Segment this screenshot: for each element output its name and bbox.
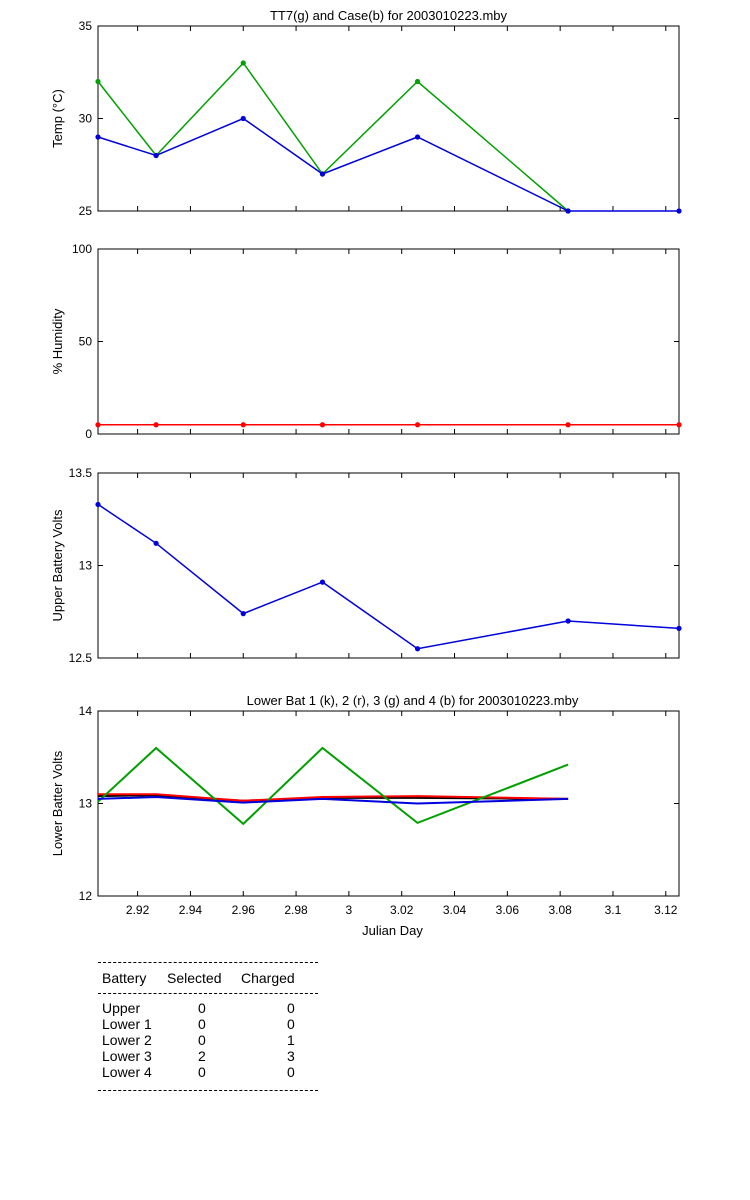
series-line [97, 503, 680, 650]
charged-value: 3 [287, 1048, 295, 1064]
y-tick-label: 50 [79, 335, 93, 349]
data-point [319, 579, 326, 585]
battery-name: Lower 1 [102, 1016, 152, 1032]
x-tick-label: 2.98 [284, 903, 308, 917]
selected-value: 2 [198, 1048, 206, 1064]
x-tick-label: 3.12 [654, 903, 678, 917]
y-tick-label: 14 [79, 704, 93, 718]
selected-value: 0 [198, 1000, 206, 1016]
data-point [676, 422, 682, 428]
series-line [97, 61, 569, 212]
x-axis-label: Julian Day [362, 923, 423, 938]
y-axis-label: Upper Battery Volts [50, 509, 65, 621]
y-tick-label: 13.5 [69, 466, 93, 480]
battery-name: Lower 2 [102, 1032, 152, 1048]
data-point [95, 422, 101, 428]
y-axis-label: Temp (°C) [50, 89, 65, 148]
data-point [414, 422, 421, 428]
data-point [676, 625, 682, 632]
table-header-rule [98, 993, 318, 994]
charged-value: 0 [287, 1000, 295, 1016]
data-point [565, 208, 571, 214]
x-tick-label: 3.08 [548, 903, 572, 917]
data-point [319, 422, 326, 428]
charged-value: 0 [287, 1064, 295, 1080]
table-row: Lower 2 0 1 [98, 1032, 318, 1048]
table-top-rule [98, 962, 318, 963]
y-tick-label: 0 [85, 427, 92, 441]
table-body: Upper 0 0 Lower 1 0 0 Lower 2 0 1 Lower … [98, 994, 318, 1090]
data-point [414, 134, 421, 140]
charged-value: 1 [287, 1032, 295, 1048]
battery-status-table: Battery Selected Charged Upper 0 0 Lower… [98, 962, 318, 1091]
data-point [414, 78, 421, 85]
data-point [240, 115, 246, 122]
x-tick-label: 2.92 [126, 903, 150, 917]
x-tick-label: 3.04 [443, 903, 467, 917]
data-point [676, 208, 682, 214]
x-tick-label: 3.06 [496, 903, 520, 917]
y-axis-label: Lower Batter Volts [50, 750, 65, 856]
y-tick-label: 30 [79, 112, 93, 126]
data-point [153, 540, 159, 546]
data-point [240, 422, 246, 428]
selected-value: 0 [198, 1032, 206, 1048]
table-row: Lower 3 2 3 [98, 1048, 318, 1064]
y-tick-label: 12.5 [69, 651, 93, 665]
y-axis-label: % Humidity [50, 308, 65, 374]
data-point [153, 422, 159, 428]
series-line [98, 793, 569, 802]
data-point [565, 422, 571, 428]
series-line [97, 117, 679, 212]
header-charged: Charged [241, 970, 295, 986]
header-selected: Selected [167, 970, 222, 986]
plot-frame [97, 25, 680, 212]
table-header-row: Battery Selected Charged [98, 963, 318, 993]
plot-frame [97, 472, 680, 659]
x-tick-label: 3 [346, 903, 353, 917]
series-line [97, 795, 569, 805]
plot-frame [97, 710, 680, 897]
x-tick-label: 2.96 [232, 903, 256, 917]
chart-title: TT7(g) and Case(b) for 2003010223.mby [270, 8, 508, 23]
chart-title: Lower Bat 1 (k), 2 (r), 3 (g) and 4 (b) … [247, 693, 579, 708]
data-point [240, 60, 246, 66]
data-point [95, 134, 101, 140]
table-bottom-rule [98, 1090, 318, 1091]
series-line [97, 746, 569, 826]
selected-value: 0 [198, 1016, 206, 1032]
y-tick-label: 25 [79, 204, 93, 218]
data-point [95, 501, 101, 508]
data-point [95, 78, 101, 85]
data-point [565, 618, 571, 624]
data-point [153, 152, 159, 159]
data-point [240, 611, 246, 617]
x-tick-label: 2.94 [179, 903, 203, 917]
y-tick-label: 100 [72, 242, 92, 256]
data-point [319, 171, 326, 177]
data-point [414, 646, 421, 652]
y-tick-label: 13 [79, 559, 93, 573]
x-tick-label: 3.1 [605, 903, 622, 917]
charged-value: 0 [287, 1016, 295, 1032]
y-tick-label: 35 [79, 19, 93, 33]
y-tick-label: 13 [79, 797, 93, 811]
y-tick-label: 12 [79, 889, 93, 903]
table-row: Lower 1 0 0 [98, 1016, 318, 1032]
header-battery: Battery [102, 970, 147, 986]
selected-value: 0 [198, 1064, 206, 1080]
x-tick-label: 3.02 [390, 903, 414, 917]
plot-frame [97, 248, 680, 435]
table-row: Lower 4 0 0 [98, 1064, 318, 1080]
battery-name: Upper [102, 1000, 141, 1016]
table-row: Upper 0 0 [98, 1000, 318, 1016]
battery-name: Lower 4 [102, 1064, 152, 1080]
battery-name: Lower 3 [102, 1048, 152, 1064]
